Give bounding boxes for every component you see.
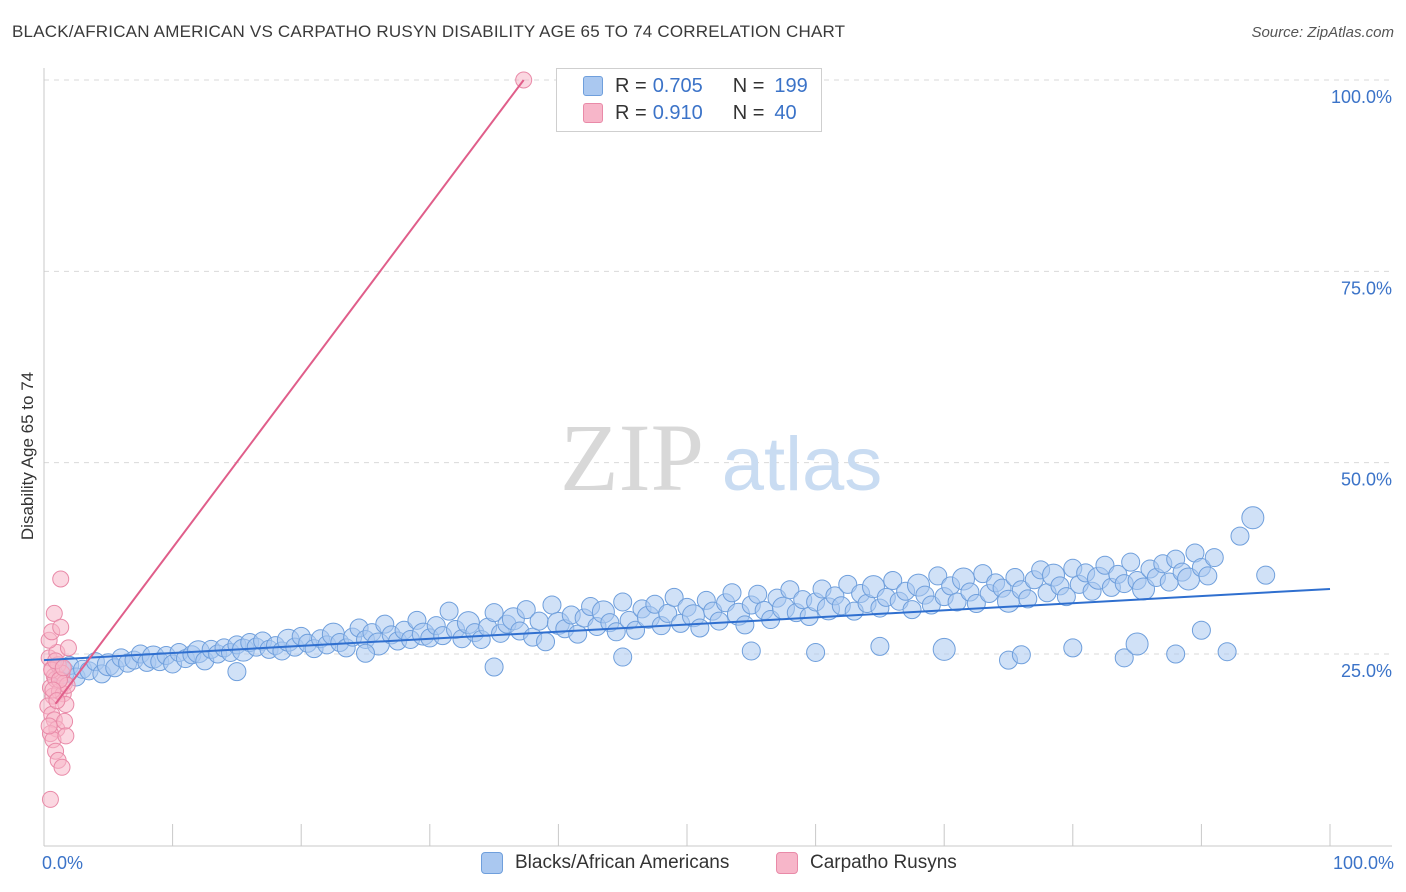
point-blacks <box>536 632 556 652</box>
point-blacks <box>883 571 903 591</box>
legend-r-value: 0.705 <box>652 74 703 97</box>
point-blacks <box>1256 565 1276 585</box>
point-blacks <box>1114 648 1134 668</box>
legend-r-value: 0.910 <box>652 101 703 124</box>
point-blacks <box>709 611 729 631</box>
trend-line-rusyns <box>54 79 525 705</box>
legend-swatch-blacks <box>481 852 503 874</box>
point-rusyns <box>52 618 70 636</box>
legend-n-value: 40 <box>774 101 797 124</box>
watermark-zip: ZIP <box>560 404 704 511</box>
source-label: Source: ZipAtlas.com <box>1251 24 1394 41</box>
point-blacks <box>741 641 761 661</box>
point-blacks <box>1241 506 1265 530</box>
point-blacks <box>973 564 993 584</box>
legend-n-label: N = <box>732 74 765 97</box>
point-blacks <box>626 620 646 640</box>
point-blacks <box>484 603 504 623</box>
legend-label-blacks: Blacks/African Americans <box>515 852 730 873</box>
point-blacks <box>1166 644 1186 664</box>
correlation-legend: R = 0.705 N = 199 R = 0.910 N = 40 <box>556 68 822 132</box>
y-tick-label-75: 75.0% <box>1341 278 1392 298</box>
point-rusyns <box>56 712 74 730</box>
y-tick-label-100: 100.0% <box>1331 87 1392 107</box>
legend-swatch-pink <box>583 103 603 123</box>
point-rusyns <box>59 639 77 657</box>
point-blacks <box>516 600 536 620</box>
point-blacks <box>947 592 967 612</box>
legend-r-label: R = <box>615 101 647 124</box>
legend-n-label: N = <box>732 101 765 124</box>
point-blacks <box>735 615 755 635</box>
point-blacks <box>1121 552 1141 572</box>
point-blacks <box>1095 555 1115 575</box>
legend-item-rusyns: Carpatho Rusyns <box>776 852 957 874</box>
point-blacks <box>806 642 826 662</box>
point-blacks <box>542 595 562 615</box>
y-tick-label-50: 50.0% <box>1341 470 1392 490</box>
point-blacks <box>568 624 588 644</box>
axes <box>43 68 1392 847</box>
legend-label-rusyns: Carpatho Rusyns <box>810 852 957 873</box>
point-blacks <box>902 600 922 620</box>
point-blacks <box>484 657 504 677</box>
point-rusyns <box>52 570 70 588</box>
trend-lines <box>43 79 1331 705</box>
point-blacks <box>1217 642 1237 662</box>
chart-title: BLACK/AFRICAN AMERICAN VS CARPATHO RUSYN… <box>12 22 846 41</box>
watermark-atlas: atlas <box>722 422 883 507</box>
point-blacks <box>780 580 800 600</box>
legend-r-label: R = <box>615 74 647 97</box>
point-blacks <box>1063 638 1083 658</box>
point-rusyns <box>40 717 58 735</box>
point-rusyns <box>53 758 71 776</box>
point-blacks <box>838 574 858 594</box>
point-blacks <box>1125 632 1149 656</box>
y-tick-labels: 25.0% 50.0% 75.0% 100.0% <box>1331 87 1392 681</box>
trend-line-blacks <box>43 587 1331 662</box>
point-blacks <box>529 611 549 631</box>
legend-swatch-blue <box>583 76 603 96</box>
point-rusyns <box>57 727 75 745</box>
point-blacks <box>932 637 956 661</box>
point-blacks <box>690 618 710 638</box>
point-rusyns <box>54 659 72 677</box>
point-blacks <box>1056 587 1076 607</box>
legend-row-pink: R = 0.910 N = 40 <box>583 100 797 126</box>
point-blacks <box>645 594 665 614</box>
point-blacks <box>1018 589 1038 609</box>
x-tick-left: 0.0% <box>42 853 84 873</box>
point-rusyns <box>45 604 63 622</box>
point-blacks <box>1198 566 1218 586</box>
point-blacks <box>664 587 684 607</box>
point-blacks <box>748 584 768 604</box>
point-blacks <box>439 601 459 621</box>
series-carpatho-rusyns <box>39 71 533 808</box>
point-blacks <box>356 643 375 663</box>
point-blacks <box>1204 548 1224 568</box>
point-blacks <box>870 636 890 656</box>
legend-item-blacks: Blacks/African Americans <box>481 852 729 874</box>
series-blacks-african-americans <box>51 506 1276 687</box>
point-blacks <box>227 662 247 682</box>
point-blacks <box>658 603 678 623</box>
point-rusyns <box>41 790 59 808</box>
point-blacks <box>613 592 633 612</box>
point-blacks <box>722 583 742 603</box>
x-tick-right: 100.0% <box>1332 853 1394 873</box>
legend-n-value: 199 <box>774 74 808 97</box>
point-blacks <box>1011 645 1031 665</box>
point-blacks <box>1191 620 1211 640</box>
legend-swatch-rusyns <box>776 852 798 874</box>
point-blacks <box>613 647 633 667</box>
point-blacks <box>1230 526 1250 546</box>
legend-row-blue: R = 0.705 N = 199 <box>583 73 808 99</box>
point-blacks <box>928 566 948 586</box>
y-tick-label-25: 25.0% <box>1341 661 1392 681</box>
series-legend: Blacks/African Americans Carpatho Rusyns <box>0 852 1406 878</box>
watermark: ZIP atlas <box>560 404 882 511</box>
